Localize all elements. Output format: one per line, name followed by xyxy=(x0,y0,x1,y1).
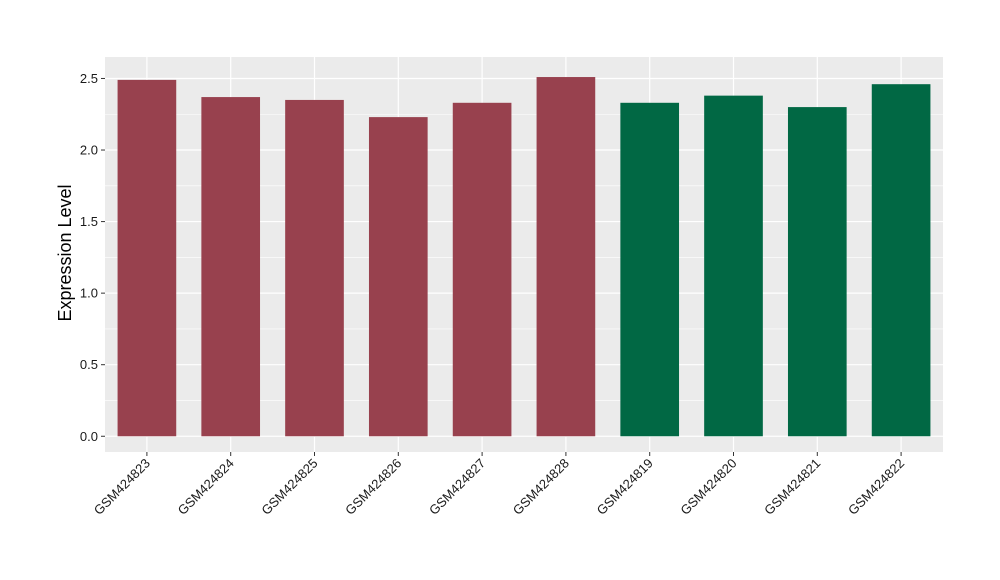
x-axis: GSM424823 GSM424824 GSM424825 GSM424826 GSM4… xyxy=(91,452,907,518)
bar-gsm424828 xyxy=(536,77,596,437)
bar-gsm424819 xyxy=(620,102,680,437)
x-tick-label-gsm424822: GSM424822 xyxy=(845,456,907,518)
bar-gsm424823 xyxy=(117,79,177,437)
y-tick-label: 2.0 xyxy=(80,143,98,158)
bar-gsm424825 xyxy=(285,99,344,437)
x-tick-label-gsm424825: GSM424825 xyxy=(258,456,320,518)
x-tick-label-gsm424819: GSM424819 xyxy=(594,456,656,518)
bar-gsm424820 xyxy=(704,95,763,437)
bar-gsm424821 xyxy=(787,107,847,437)
y-tick-label: 0.5 xyxy=(80,357,98,372)
x-tick-label-gsm424827: GSM424827 xyxy=(426,456,488,518)
x-tick-label-gsm424824: GSM424824 xyxy=(175,456,237,518)
x-tick-label-gsm424821: GSM424821 xyxy=(761,456,823,518)
bar-gsm424827 xyxy=(452,102,512,437)
y-axis: 0.0 0.5 1.0 1.5 2.0 2.5 xyxy=(80,71,105,444)
y-tick-label: 1.0 xyxy=(80,286,98,301)
y-tick-label: 2.5 xyxy=(80,71,98,86)
bars xyxy=(117,77,931,437)
y-tick-label: 0.0 xyxy=(80,429,98,444)
x-tick-label-gsm424826: GSM424826 xyxy=(342,456,404,518)
y-axis-title: Expression Level xyxy=(55,184,75,321)
x-tick-label-gsm424828: GSM424828 xyxy=(510,456,572,518)
x-tick-label-gsm424823: GSM424823 xyxy=(91,456,153,518)
y-tick-label: 1.5 xyxy=(80,214,98,229)
x-tick-label-gsm424820: GSM424820 xyxy=(677,456,739,518)
bar-gsm424822 xyxy=(871,84,931,437)
bar-gsm424826 xyxy=(368,117,428,437)
bar-gsm424824 xyxy=(201,97,261,437)
